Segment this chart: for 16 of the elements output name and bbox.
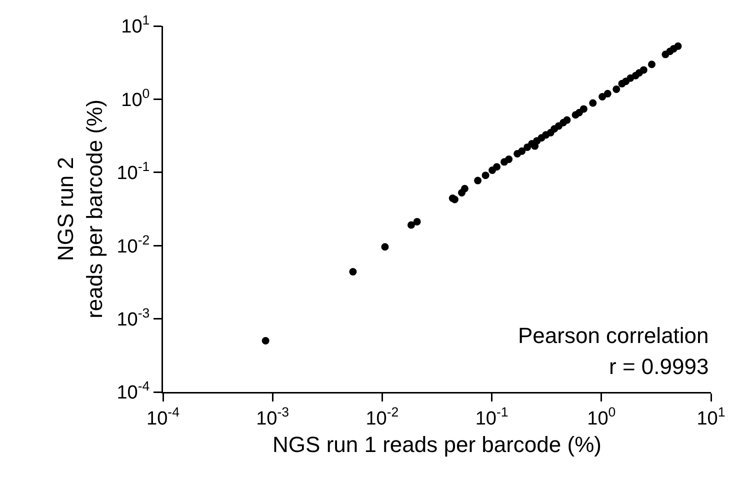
y-tick-label: 10$^{-3}$: [116, 305, 150, 330]
y-tick-label: 10$^{0}$: [121, 86, 150, 111]
y-tick-label: 10$^{-2}$: [116, 232, 150, 258]
annotation: r = 0.9993: [609, 354, 709, 379]
y-tick-label: 10$^{-1}$: [116, 159, 150, 184]
x-tick-label: 10$^{-2}$: [366, 404, 399, 430]
x-tick-label: 10$^{-4}$: [146, 404, 180, 430]
x-tick-label: 10$^{1}$: [696, 404, 726, 430]
x-axis-title: NGS run 1 reads per barcode (%): [272, 432, 602, 457]
x-tick-label: 10$^{0}$: [587, 404, 616, 430]
annotation: Pearson correlation: [518, 323, 709, 348]
y-tick-label: 10$^{-4}$: [116, 378, 150, 404]
x-tick-label: 10$^{-1}$: [475, 404, 508, 430]
y-tick-label: 10$^{1}$: [121, 12, 150, 38]
y-axis-title: NGS run 2 reads per barcode (%): [53, 100, 107, 318]
x-tick-label: 10$^{-3}$: [256, 404, 290, 430]
